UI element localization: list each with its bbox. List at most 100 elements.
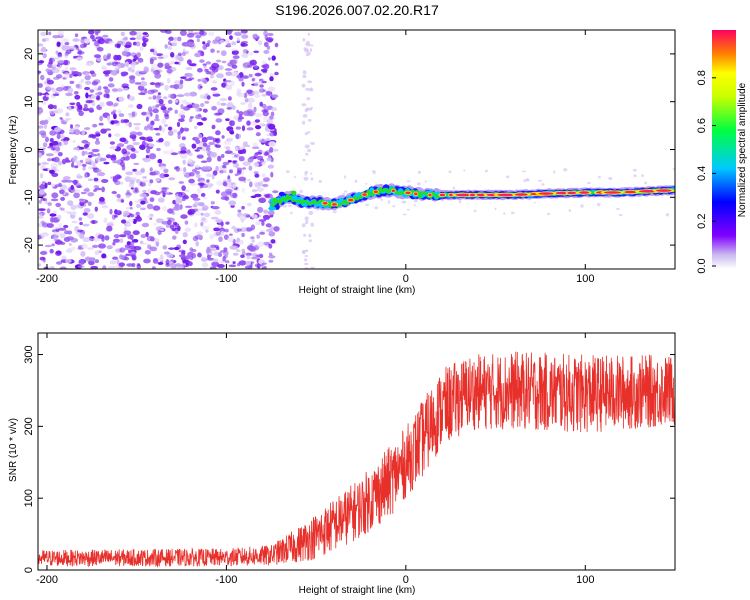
noise-speck	[47, 116, 51, 121]
noise-speck	[39, 256, 46, 261]
noise-speck	[148, 143, 155, 147]
noise-speck	[120, 119, 125, 124]
noise-speck	[209, 234, 215, 240]
noise-speck	[38, 213, 43, 217]
noise-speck	[99, 115, 103, 122]
noise-speck	[242, 167, 246, 170]
noise-speck	[73, 129, 81, 136]
noise-speck	[106, 55, 111, 60]
noise-speck	[185, 67, 193, 70]
noise-speck	[223, 170, 227, 174]
noise-speck	[248, 246, 256, 251]
noise-speck	[126, 218, 135, 223]
noise-speck	[267, 32, 274, 37]
noise-speck	[202, 41, 206, 45]
noise-speck	[236, 37, 240, 42]
noise-speck	[84, 151, 88, 155]
noise-speck	[229, 233, 233, 236]
noise-speck	[232, 252, 239, 256]
noise-speck	[125, 253, 131, 257]
noise-speck	[39, 130, 47, 136]
noise-speck	[91, 148, 100, 153]
noise-speck	[65, 49, 72, 55]
noise-speck	[215, 59, 222, 63]
noise-speck	[214, 244, 219, 249]
signal-blob	[291, 195, 297, 201]
noise-speck	[220, 50, 227, 57]
noise-speck	[212, 93, 221, 97]
noise-speck	[171, 40, 178, 47]
signal-core	[604, 191, 621, 194]
noise-speck	[102, 86, 109, 90]
noise-speck	[51, 192, 59, 199]
noise-speck	[417, 170, 421, 174]
noise-speck	[87, 192, 95, 197]
noise-speck	[197, 187, 202, 194]
noise-speck	[71, 246, 76, 251]
noise-speck	[174, 109, 178, 114]
noise-speck	[57, 160, 63, 166]
noise-speck	[189, 247, 194, 252]
noise-speck	[91, 101, 96, 107]
colorbar-tick-label: 0.4	[696, 166, 708, 181]
noise-speck	[168, 177, 176, 181]
noise-speck	[256, 241, 265, 248]
noise-speck	[218, 252, 223, 258]
noise-speck	[210, 151, 218, 158]
noise-speck	[157, 56, 164, 59]
noise-speck	[268, 231, 276, 237]
noise-speck	[87, 213, 95, 219]
noise-speck	[50, 216, 55, 223]
noise-speck	[130, 69, 135, 73]
noise-speck	[184, 227, 192, 232]
noise-speck	[255, 132, 261, 137]
noise-speck	[94, 187, 102, 191]
noise-speck	[172, 206, 181, 211]
noise-speck	[49, 213, 57, 217]
noise-speck	[60, 196, 65, 201]
noise-speck	[157, 62, 164, 68]
noise-speck	[208, 141, 215, 146]
signal-core	[538, 192, 554, 195]
noise-speck	[210, 74, 214, 79]
noise-speck	[65, 258, 72, 264]
noise-speck	[38, 208, 46, 211]
noise-speck	[316, 208, 320, 211]
noise-speck	[247, 64, 253, 69]
noise-speck	[170, 52, 175, 58]
noise-speck	[160, 30, 168, 33]
noise-speck	[304, 249, 309, 252]
noise-speck	[47, 104, 55, 110]
noise-speck	[234, 31, 242, 36]
noise-speck	[148, 109, 153, 113]
noise-speck	[241, 187, 245, 194]
noise-speck	[38, 108, 44, 114]
noise-speck	[155, 114, 159, 120]
noise-speck	[159, 165, 166, 170]
noise-speck	[202, 225, 210, 230]
signal-core	[414, 192, 418, 196]
noise-speck	[203, 165, 211, 171]
noise-speck	[85, 100, 93, 104]
noise-speck	[174, 61, 179, 65]
noise-speck	[106, 225, 113, 232]
signal-core	[469, 193, 476, 197]
noise-speck	[169, 224, 175, 230]
noise-speck	[76, 101, 81, 107]
noise-speck	[161, 220, 169, 225]
noise-speck	[179, 204, 183, 210]
noise-speck	[219, 250, 228, 253]
noise-speck	[253, 65, 259, 69]
noise-speck	[235, 126, 242, 130]
noise-speck	[146, 215, 153, 218]
noise-speck	[135, 211, 140, 216]
noise-speck	[84, 80, 92, 85]
noise-speck	[259, 88, 265, 93]
noise-speck	[59, 241, 66, 245]
noise-speck	[243, 92, 248, 99]
noise-speck	[210, 48, 215, 53]
noise-speck	[236, 109, 240, 114]
noise-speck	[48, 31, 52, 36]
signal-core	[579, 191, 590, 194]
noise-speck	[302, 120, 306, 125]
